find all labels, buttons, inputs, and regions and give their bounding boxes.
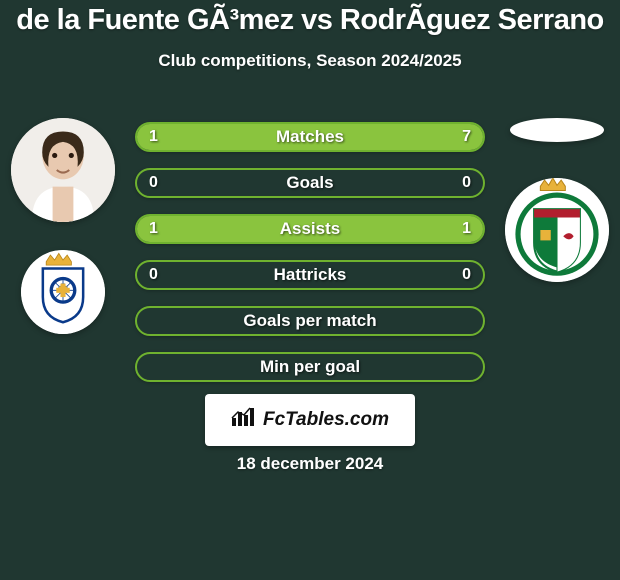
right-club-crest bbox=[505, 178, 609, 282]
bar-chart-icon bbox=[231, 406, 257, 434]
bar-label: Min per goal bbox=[137, 354, 483, 380]
right-player-column bbox=[502, 118, 612, 282]
bar-label: Assists bbox=[137, 216, 483, 242]
bar-label: Goals bbox=[137, 170, 483, 196]
bar-value-left: 0 bbox=[137, 262, 170, 288]
stat-bar: Goals per match bbox=[135, 306, 485, 336]
bar-value-right: 0 bbox=[450, 170, 483, 196]
left-player-column bbox=[8, 118, 118, 334]
stat-bar: Hattricks0 0 bbox=[135, 260, 485, 290]
bar-label: Matches bbox=[137, 124, 483, 150]
stat-bar: Min per goal bbox=[135, 352, 485, 382]
bar-label: Hattricks bbox=[137, 262, 483, 288]
brand-text: FcTables.com bbox=[263, 409, 389, 431]
subtitle: Club competitions, Season 2024/2025 bbox=[0, 51, 620, 71]
person-icon bbox=[11, 118, 115, 222]
left-player-avatar bbox=[11, 118, 115, 222]
bar-value-right: 0 bbox=[450, 262, 483, 288]
page-title: de la Fuente GÃ³mez vs RodrÃ­guez Serran… bbox=[0, 0, 620, 37]
bar-label: Goals per match bbox=[137, 308, 483, 334]
right-player-avatar bbox=[510, 118, 604, 142]
stat-bar: Goals0 0 bbox=[135, 168, 485, 198]
stat-bar: Assists1 1 bbox=[135, 214, 485, 244]
left-club-crest bbox=[21, 250, 105, 334]
brand-badge: FcTables.com bbox=[205, 394, 415, 446]
crest-icon bbox=[505, 178, 609, 282]
bar-value-right: 1 bbox=[450, 216, 483, 242]
date-label: 18 december 2024 bbox=[0, 454, 620, 474]
comparison-card: de la Fuente GÃ³mez vs RodrÃ­guez Serran… bbox=[0, 0, 620, 580]
bar-value-left: 1 bbox=[137, 216, 170, 242]
stat-bar: Matches1 7 bbox=[135, 122, 485, 152]
crest-icon bbox=[21, 250, 105, 334]
bar-value-left: 1 bbox=[137, 124, 170, 150]
bar-value-right: 7 bbox=[450, 124, 483, 150]
stat-bars: Matches17Goals00Assists11Hattricks00Goal… bbox=[135, 122, 485, 398]
bar-value-left: 0 bbox=[137, 170, 170, 196]
